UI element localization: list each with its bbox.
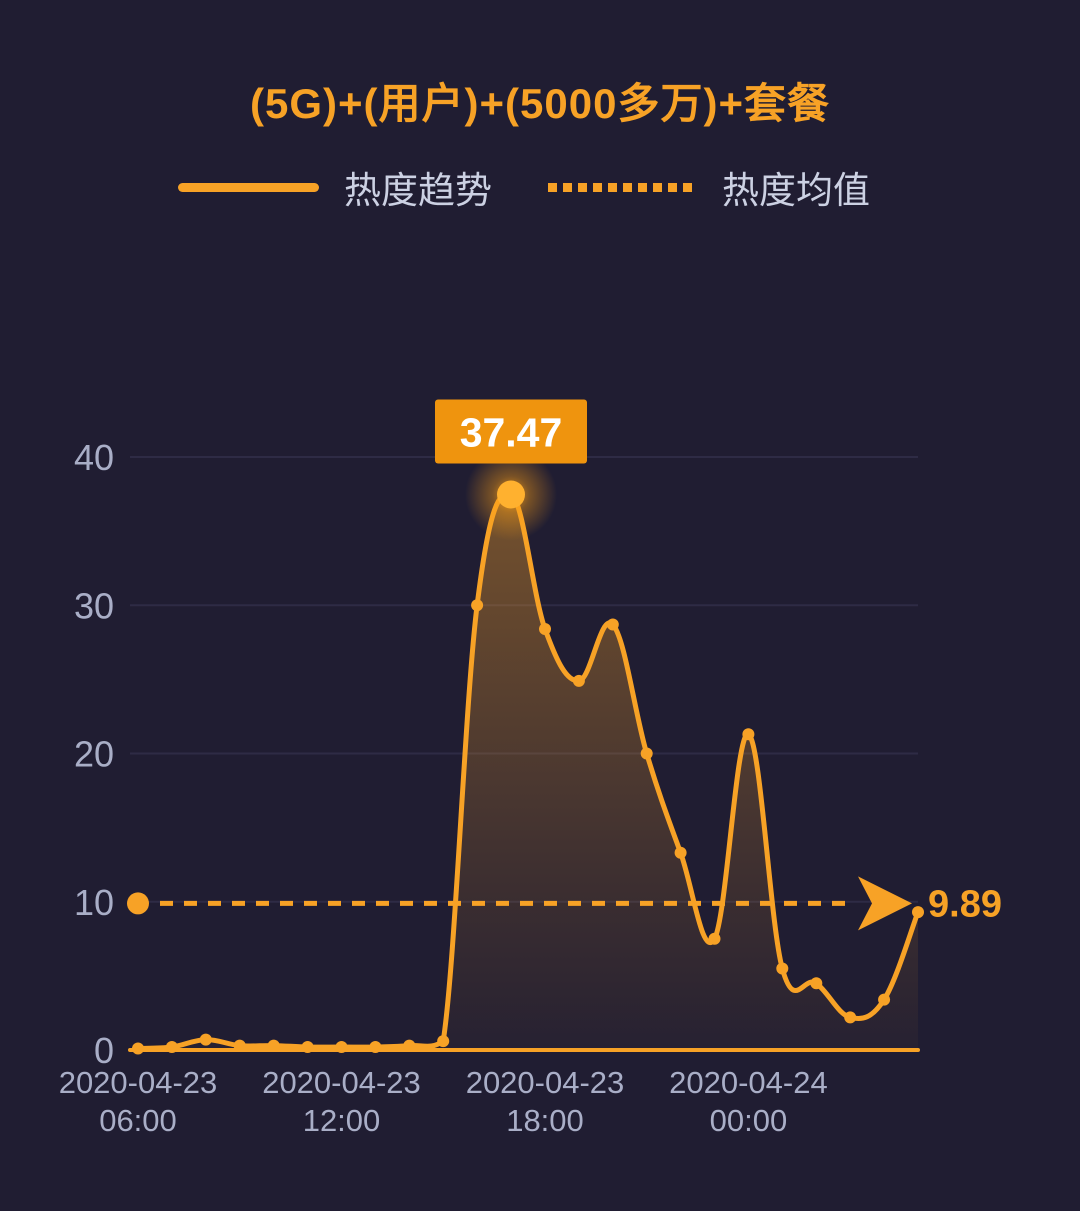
data-point[interactable] (369, 1041, 382, 1053)
y-axis-tick-label: 20 (74, 734, 114, 775)
data-point[interactable] (912, 906, 924, 919)
data-point[interactable] (674, 846, 687, 859)
x-axis-tick-time: 12:00 (303, 1103, 381, 1138)
peak-point[interactable] (497, 480, 525, 509)
data-point[interactable] (132, 1042, 144, 1055)
data-point[interactable] (640, 747, 653, 760)
y-axis-tick-label: 0 (94, 1030, 114, 1071)
data-point[interactable] (878, 993, 891, 1006)
data-point[interactable] (844, 1011, 857, 1024)
x-axis-tick-date: 2020-04-23 (59, 1065, 218, 1100)
y-axis-tick-label: 10 (74, 882, 114, 923)
trend-line-swatch-icon (178, 182, 319, 192)
average-line-arrow-icon (858, 876, 912, 931)
data-point[interactable] (301, 1041, 314, 1053)
data-point[interactable] (572, 674, 585, 687)
data-point[interactable] (233, 1039, 246, 1052)
x-axis-tick-date: 2020-04-23 (466, 1065, 625, 1100)
y-axis-tick-label: 40 (74, 437, 114, 478)
data-point[interactable] (810, 977, 823, 990)
legend: 热度趋势 热度均值 (0, 158, 1080, 216)
legend-item-trend[interactable]: 热度趋势 (178, 158, 492, 216)
data-point[interactable] (776, 962, 789, 975)
average-line-swatch-icon (548, 182, 697, 192)
legend-label-trend: 热度趋势 (344, 170, 492, 211)
data-point[interactable] (403, 1039, 416, 1052)
peak-tooltip-value: 37.47 (460, 410, 563, 456)
y-axis-tick-label: 30 (74, 585, 114, 626)
peak-tooltip (435, 399, 587, 464)
data-point[interactable] (742, 728, 755, 741)
average-value-label: 9.89 (928, 883, 1002, 925)
data-point[interactable] (708, 932, 721, 945)
data-point[interactable] (199, 1033, 212, 1046)
data-point[interactable] (165, 1041, 178, 1053)
trend-area-fill (138, 493, 918, 1050)
legend-label-average: 热度均值 (722, 170, 870, 211)
x-axis-tick-time: 00:00 (710, 1103, 788, 1138)
data-point[interactable] (335, 1041, 348, 1053)
x-axis-tick-date: 2020-04-23 (262, 1065, 421, 1100)
chart-title: (5G)+(用户)+(5000多万)+套餐 (250, 80, 830, 127)
legend-item-average[interactable]: 热度均值 (548, 158, 870, 216)
data-point[interactable] (267, 1039, 280, 1052)
data-point[interactable] (539, 623, 551, 635)
x-axis-tick-time: 18:00 (506, 1103, 584, 1138)
x-axis-tick-time: 06:00 (99, 1103, 177, 1138)
data-point[interactable] (437, 1035, 450, 1048)
data-point[interactable] (606, 618, 619, 631)
x-axis-tick-date: 2020-04-24 (669, 1065, 828, 1100)
data-point[interactable] (471, 599, 484, 612)
average-line-start-dot (127, 892, 149, 915)
